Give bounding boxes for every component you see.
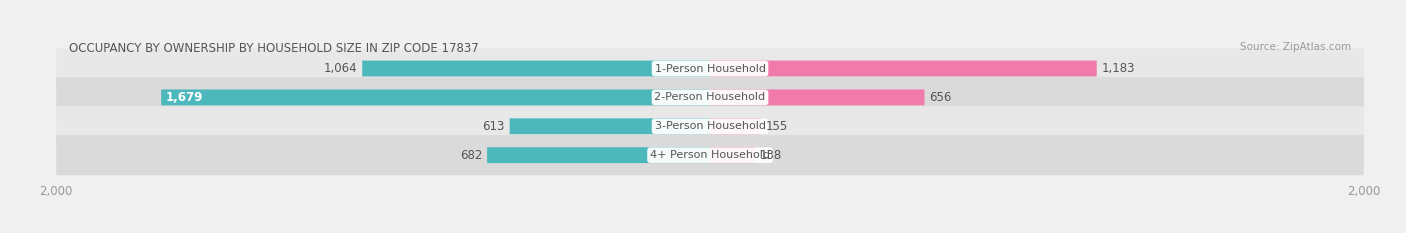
FancyBboxPatch shape (56, 77, 1364, 117)
FancyBboxPatch shape (363, 61, 710, 76)
FancyBboxPatch shape (710, 89, 925, 105)
Text: 1,183: 1,183 (1102, 62, 1135, 75)
Text: 2-Person Household: 2-Person Household (654, 93, 766, 102)
Text: 3-Person Household: 3-Person Household (655, 121, 765, 131)
FancyBboxPatch shape (56, 48, 1364, 89)
Text: 155: 155 (766, 120, 787, 133)
Text: 4+ Person Household: 4+ Person Household (650, 150, 770, 160)
Text: 1,064: 1,064 (323, 62, 357, 75)
Text: 682: 682 (460, 149, 482, 162)
Text: 1-Person Household: 1-Person Household (655, 64, 765, 74)
Text: 138: 138 (761, 149, 782, 162)
FancyBboxPatch shape (710, 61, 1097, 76)
FancyBboxPatch shape (710, 147, 755, 163)
Text: 1,679: 1,679 (166, 91, 204, 104)
FancyBboxPatch shape (162, 89, 710, 105)
FancyBboxPatch shape (509, 118, 710, 134)
Text: OCCUPANCY BY OWNERSHIP BY HOUSEHOLD SIZE IN ZIP CODE 17837: OCCUPANCY BY OWNERSHIP BY HOUSEHOLD SIZE… (69, 42, 479, 55)
FancyBboxPatch shape (710, 118, 761, 134)
Text: 613: 613 (482, 120, 505, 133)
FancyBboxPatch shape (486, 147, 710, 163)
Text: Source: ZipAtlas.com: Source: ZipAtlas.com (1240, 42, 1351, 52)
FancyBboxPatch shape (56, 106, 1364, 146)
Text: 656: 656 (929, 91, 952, 104)
FancyBboxPatch shape (56, 135, 1364, 175)
